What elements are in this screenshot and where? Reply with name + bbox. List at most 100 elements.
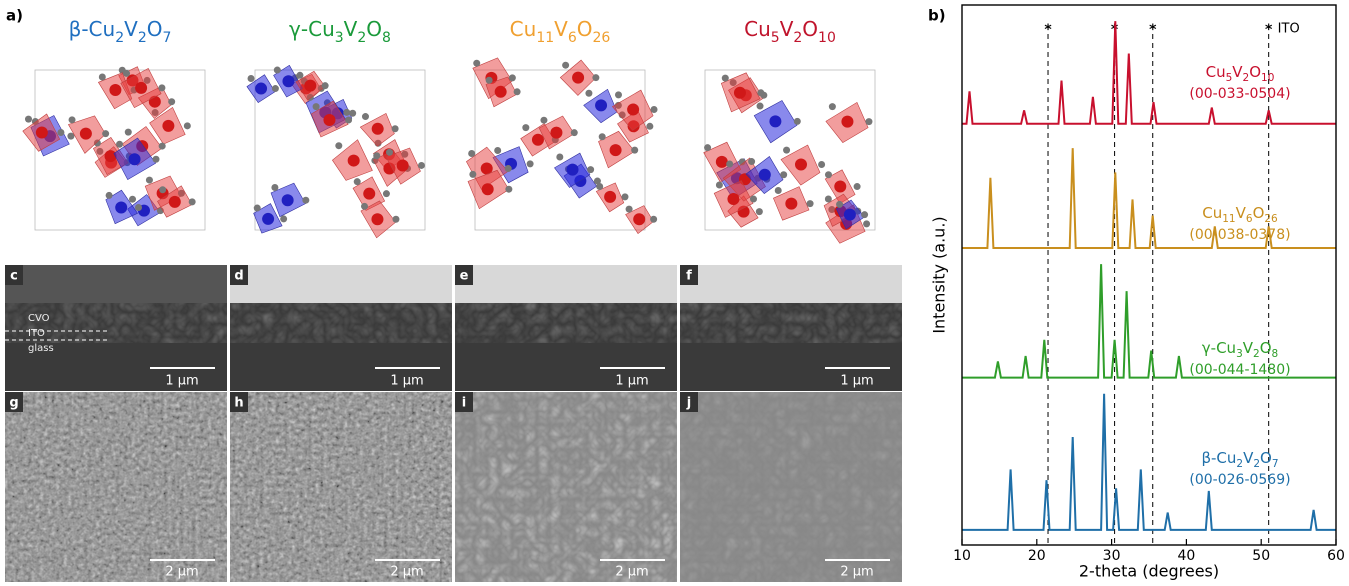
- layer-label: ITO: [28, 328, 45, 339]
- atom: [109, 84, 121, 96]
- oxygen: [254, 205, 261, 212]
- sem-texture: [680, 303, 902, 343]
- panel-label: a): [6, 7, 23, 25]
- oxygen: [626, 206, 633, 213]
- atom: [262, 213, 274, 225]
- atom: [323, 114, 335, 126]
- x-tick-label: 60: [1327, 548, 1345, 564]
- sem-texture: [5, 392, 227, 582]
- oxygen: [818, 161, 825, 168]
- scale-label: 1 μm: [840, 374, 873, 389]
- oxygen: [622, 193, 629, 200]
- layer-label: glass: [28, 343, 54, 354]
- panel-letter: j: [686, 396, 691, 411]
- oxygen: [756, 208, 763, 215]
- atom: [372, 123, 384, 135]
- oxygen: [562, 62, 569, 69]
- sem-texture: [230, 303, 452, 343]
- oxygen: [726, 161, 733, 168]
- structure-title: γ-Cu3V2O8: [289, 17, 391, 47]
- oxygen: [158, 84, 165, 91]
- oxygen: [780, 171, 787, 178]
- reference-marker: *: [1149, 22, 1157, 38]
- series-name: β-Cu2V2O7: [1201, 449, 1278, 471]
- atom: [716, 156, 728, 168]
- atom: [604, 191, 616, 203]
- oxygen: [615, 91, 622, 98]
- oxygen: [556, 153, 563, 160]
- reference-name: ITO: [1278, 22, 1300, 37]
- oxygen: [248, 75, 255, 82]
- oxygen: [302, 197, 309, 204]
- oxygen: [486, 77, 493, 84]
- oxygen: [650, 216, 657, 223]
- oxygen: [807, 200, 814, 207]
- panel-label: b): [928, 7, 946, 25]
- atom: [572, 72, 584, 84]
- panel-letter: h: [234, 396, 243, 411]
- atom: [610, 144, 622, 156]
- scale-label: 2 μm: [615, 565, 648, 580]
- atom: [36, 127, 48, 139]
- atom: [795, 159, 807, 171]
- scale-label: 2 μm: [165, 565, 198, 580]
- reference-marker: *: [1265, 22, 1273, 38]
- atom: [532, 134, 544, 146]
- atom: [727, 193, 739, 205]
- sem-top: [680, 265, 902, 303]
- oxygen: [750, 196, 757, 203]
- atom: [80, 128, 92, 140]
- atom: [282, 194, 294, 206]
- oxygen: [386, 149, 393, 156]
- atom: [282, 75, 294, 87]
- series-code: (00-044-1480): [1189, 362, 1290, 378]
- oxygen: [757, 89, 764, 96]
- oxygen: [587, 166, 594, 173]
- oxygen: [345, 116, 352, 123]
- atom: [595, 99, 607, 111]
- oxygen: [159, 186, 166, 193]
- series-name: γ-Cu3V2O8: [1202, 339, 1278, 361]
- structure-title: Cu5V2O10: [744, 17, 836, 47]
- atom: [304, 80, 316, 92]
- oxygen: [592, 74, 599, 81]
- oxygen: [522, 124, 529, 131]
- atom: [255, 83, 267, 95]
- oxygen: [704, 144, 711, 151]
- atom: [633, 213, 645, 225]
- oxygen: [825, 196, 832, 203]
- series-code: (00-026-0569): [1189, 472, 1290, 488]
- oxygen: [468, 150, 475, 157]
- series-name: Cu5V2O10: [1206, 63, 1275, 85]
- oxygen: [825, 171, 832, 178]
- oxygen: [794, 118, 801, 125]
- atom: [371, 213, 383, 225]
- atom: [397, 159, 409, 171]
- atom: [115, 202, 127, 214]
- oxygen: [69, 116, 76, 123]
- x-tick-label: 40: [1177, 548, 1195, 564]
- oxygen: [418, 162, 425, 169]
- oxygen: [99, 73, 106, 80]
- atom: [844, 209, 856, 221]
- xrd-trace: [962, 264, 1336, 377]
- oxygen: [313, 103, 320, 110]
- scale-label: 2 μm: [390, 565, 423, 580]
- atom: [363, 188, 375, 200]
- oxygen: [861, 211, 868, 218]
- panel-letter: f: [686, 269, 692, 284]
- oxygen: [505, 186, 512, 193]
- reference-marker: *: [1044, 22, 1052, 38]
- oxygen: [494, 147, 501, 154]
- oxygen: [354, 178, 361, 185]
- oxygen: [362, 113, 369, 120]
- atom: [550, 127, 562, 139]
- atom: [759, 169, 771, 181]
- sem-top: [5, 265, 227, 303]
- oxygen: [383, 190, 390, 197]
- atom: [105, 150, 117, 162]
- oxygen: [280, 215, 287, 222]
- oxygen: [322, 82, 329, 89]
- oxygen: [865, 118, 872, 125]
